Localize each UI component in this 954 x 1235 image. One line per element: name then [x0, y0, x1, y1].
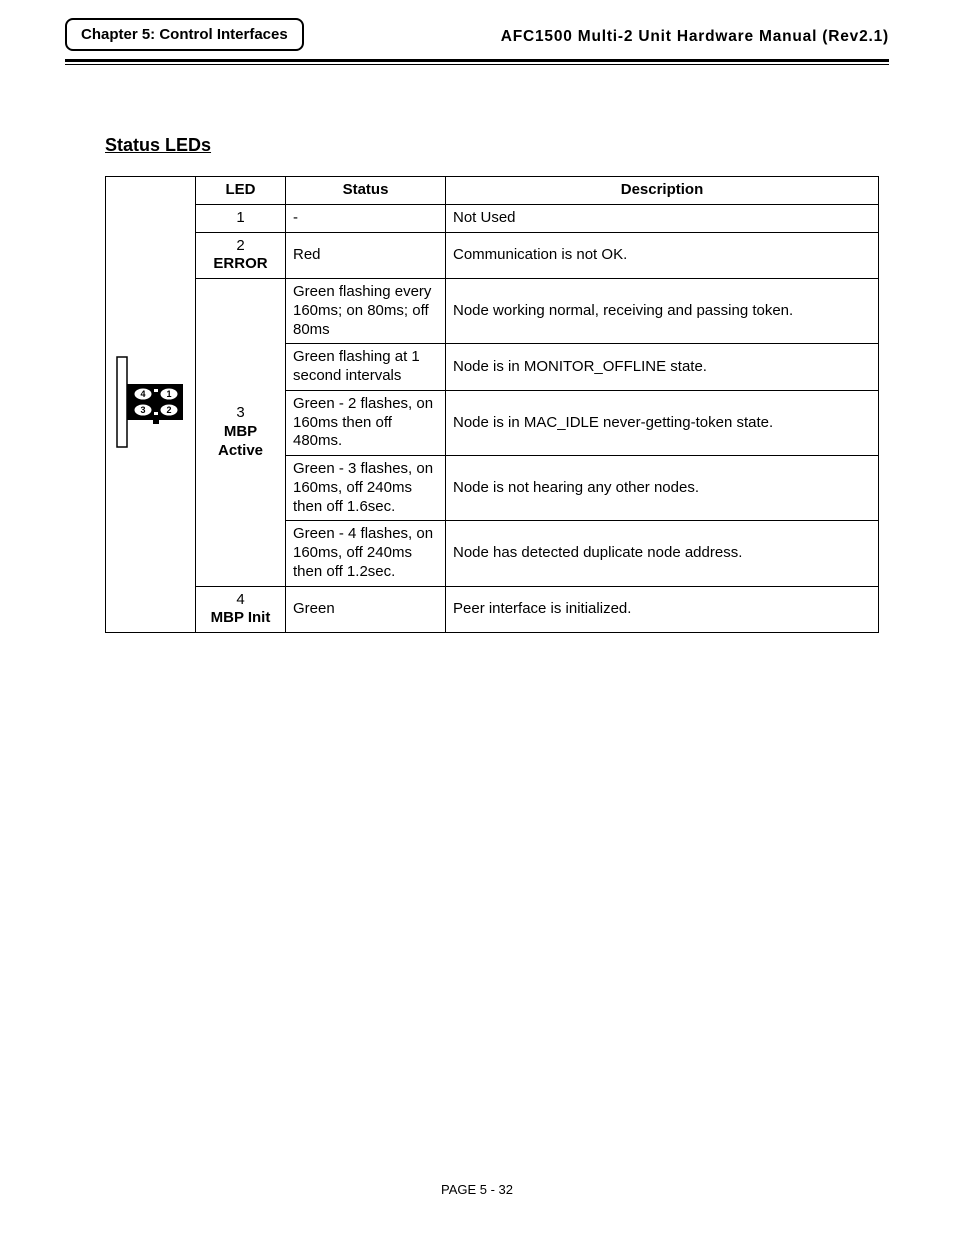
col-header-led: LED	[196, 177, 286, 205]
section-title: Status LEDs	[105, 135, 889, 156]
diagram-label-1: 1	[166, 389, 171, 399]
table-header-row: 4 1 3 2 LED Status Description	[106, 177, 879, 205]
diagram-label-3: 3	[140, 405, 145, 415]
desc-cell: Peer interface is initialized.	[446, 586, 879, 633]
led-diagram-icon: 4 1 3 2	[116, 356, 186, 448]
desc-cell: Node is not hearing any other nodes.	[446, 456, 879, 521]
status-cell: Green flashing at 1 second intervals	[286, 344, 446, 391]
desc-cell: Communication is not OK.	[446, 232, 879, 279]
manual-title: AFC1500 Multi-2 Unit Hardware Manual (Re…	[501, 28, 889, 46]
desc-cell: Node has detected duplicate node address…	[446, 521, 879, 586]
table-row: 2 ERROR Red Communication is not OK.	[106, 232, 879, 279]
col-header-status: Status	[286, 177, 446, 205]
status-cell: Green flashing every 160ms; on 80ms; off…	[286, 279, 446, 344]
led-cell: 4 MBP Init	[196, 586, 286, 633]
status-cell: Green - 3 flashes, on 160ms, off 240ms t…	[286, 456, 446, 521]
status-cell: Red	[286, 232, 446, 279]
page-header: Chapter 5: Control Interfaces AFC1500 Mu…	[65, 20, 889, 53]
status-cell: -	[286, 204, 446, 232]
chapter-label: Chapter 5: Control Interfaces	[65, 18, 304, 51]
header-rule	[65, 59, 889, 65]
col-header-desc: Description	[446, 177, 879, 205]
table-row: 4 MBP Init Green Peer interface is initi…	[106, 586, 879, 633]
led-cell: 2 ERROR	[196, 232, 286, 279]
led-diagram-cell: 4 1 3 2	[106, 177, 196, 633]
status-cell: Green - 4 flashes, on 160ms, off 240ms t…	[286, 521, 446, 586]
desc-cell: Node working normal, receiving and passi…	[446, 279, 879, 344]
table-row: 3 MBPActive Green flashing every 160ms; …	[106, 279, 879, 344]
led-cell: 1	[196, 204, 286, 232]
diagram-label-2: 2	[166, 405, 171, 415]
desc-cell: Not Used	[446, 204, 879, 232]
desc-cell: Node is in MAC_IDLE never-getting-token …	[446, 390, 879, 455]
status-cell: Green - 2 flashes, on 160ms then off 480…	[286, 390, 446, 455]
desc-cell: Node is in MONITOR_OFFLINE state.	[446, 344, 879, 391]
status-led-table: 4 1 3 2 LED Status Description	[105, 176, 879, 633]
status-cell: Green	[286, 586, 446, 633]
page-number: PAGE 5 - 32	[0, 1182, 954, 1197]
table-row: 1 - Not Used	[106, 204, 879, 232]
diagram-label-4: 4	[140, 389, 145, 399]
led-cell: 3 MBPActive	[196, 279, 286, 587]
